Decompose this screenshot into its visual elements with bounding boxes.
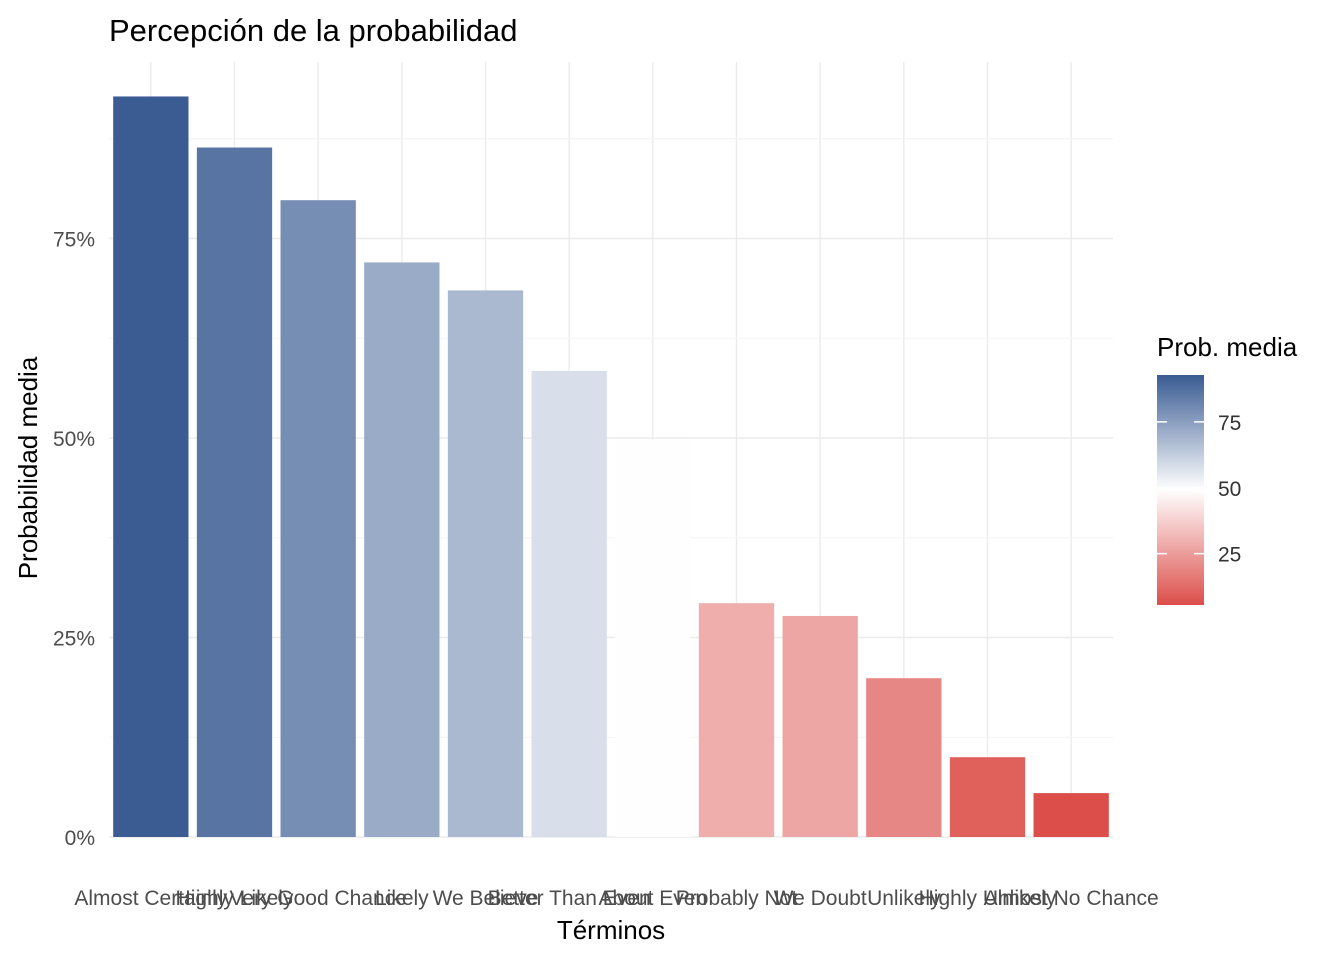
bar [866,678,942,837]
x-axis-title: Términos [557,915,665,945]
x-tick-label: Almost No Chance [984,887,1159,910]
bar [949,757,1026,837]
legend-tick-label: 25 [1218,544,1241,567]
bar [1033,793,1109,837]
bar [196,147,273,837]
y-tick-label: 25% [53,628,95,651]
legend-tick-label: 50 [1218,478,1241,501]
grid [109,62,1113,838]
bar [113,96,189,838]
bar [531,370,607,837]
x-tick-label: Better Than Even [488,887,651,910]
chart-title: Percepción de la probabilidad [109,13,517,48]
legend-ticks: 25 50 75 [1157,412,1241,567]
legend-tick-label: 75 [1218,412,1241,435]
x-tick-label: Almost Certainly [74,887,227,910]
bar [615,439,691,837]
x-tick-label: Likely [375,887,429,910]
bars [113,96,1109,838]
y-tick-label: 75% [53,229,95,252]
legend: Prob. media 25 50 75 [1157,332,1298,605]
x-tick-label: Unlikely [867,887,941,910]
x-tick-label: Highly Unlikely [919,887,1057,910]
y-tick-label: 0% [65,827,95,850]
bar [280,200,356,838]
y-axis-title: Probabilidad media [13,356,43,579]
x-tick-label: Very Good Chance [229,887,406,910]
x-tick-label: Highly Likely [176,887,294,910]
legend-colorbar [1157,375,1204,605]
y-axis-ticks: 0% 25% 50% 75% [53,229,95,851]
x-tick-label: About Even [599,887,708,910]
bar [447,290,524,837]
bar [364,262,440,837]
bar [782,615,858,837]
x-tick-label: We Doubt [774,887,867,910]
x-tick-label: We Believe [433,887,539,910]
bar [698,603,775,837]
y-tick-label: 50% [53,428,95,451]
x-tick-label: Probably Not [676,887,798,910]
legend-title: Prob. media [1157,332,1298,362]
